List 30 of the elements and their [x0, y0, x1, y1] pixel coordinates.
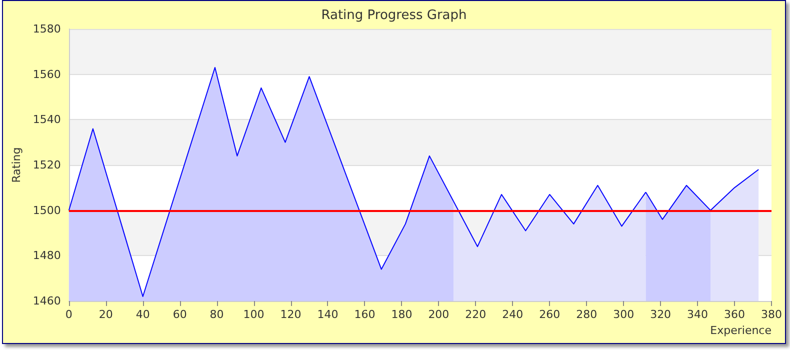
x-tick-label: 320	[650, 308, 672, 321]
x-tick-label: 240	[502, 308, 524, 321]
chart-title: Rating Progress Graph	[321, 8, 467, 23]
x-tick-label: 180	[391, 308, 412, 321]
y-tick-label: 1580	[32, 22, 61, 36]
x-tick-label: 20	[98, 308, 113, 321]
x-tick-label: 360	[724, 308, 746, 321]
x-tick-label: 80	[210, 308, 224, 321]
x-axis-title: Experience	[710, 324, 772, 337]
x-tick-label: 120	[280, 308, 302, 321]
y-axis-title: Rating	[10, 147, 23, 183]
x-tick-label: 220	[465, 308, 486, 321]
x-tick-label: 60	[172, 308, 187, 321]
x-tick-label: 280	[576, 308, 598, 321]
y-tick-label: 1500	[32, 204, 61, 217]
x-tick-label: 340	[687, 308, 708, 321]
x-tick-label: 100	[243, 308, 264, 321]
x-tick-label: 0	[65, 308, 72, 321]
x-tick-label: 300	[613, 308, 634, 321]
x-tick-label: 40	[136, 308, 150, 321]
x-tick-label: 160	[354, 308, 376, 321]
x-tick-label: 140	[317, 308, 338, 321]
y-tick-label: 1540	[32, 113, 61, 126]
y-tick-label: 1480	[32, 249, 61, 262]
x-tick-label: 380	[761, 308, 782, 321]
x-tick-label: 260	[539, 308, 560, 321]
x-tick-label: 200	[428, 308, 450, 321]
y-tick-label: 1460	[32, 294, 61, 308]
y-tick-label: 1520	[32, 158, 61, 172]
y-tick-label: 1560	[32, 68, 61, 81]
